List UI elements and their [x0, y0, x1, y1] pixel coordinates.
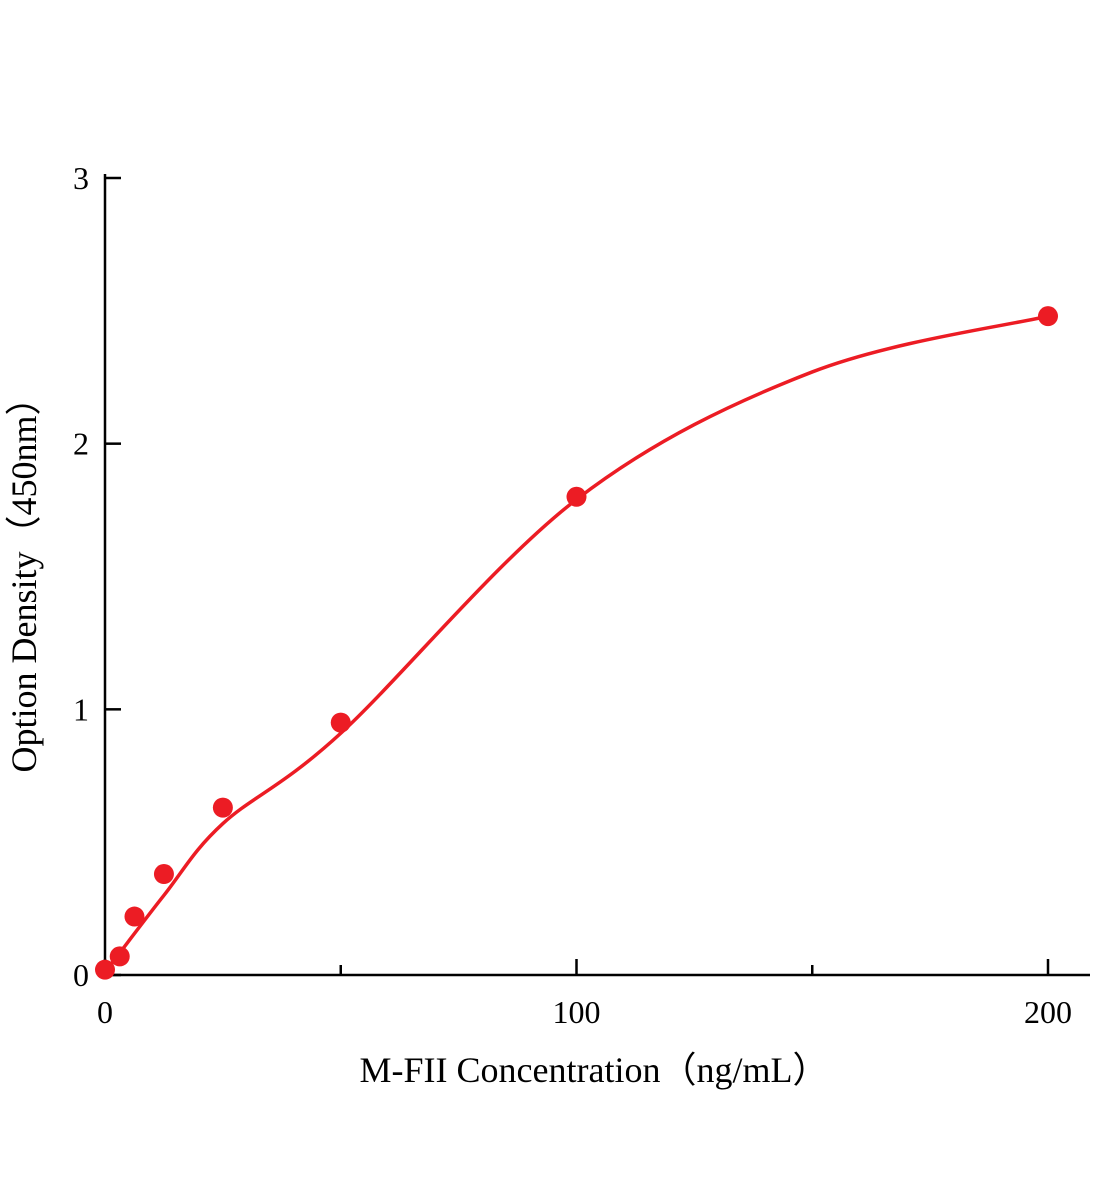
data-point — [109, 946, 130, 967]
data-point — [330, 712, 351, 733]
y-axis-title: Option Density（450nm） — [4, 380, 44, 773]
y-tick-label: 3 — [73, 160, 89, 196]
data-point — [566, 486, 587, 507]
x-axis-title: M-FII Concentration（ng/mL） — [360, 1050, 829, 1090]
x-tick-label: 0 — [97, 994, 113, 1030]
x-tick-label: 100 — [553, 994, 601, 1030]
data-point — [124, 906, 145, 927]
fit-curve — [103, 314, 1050, 975]
data-point — [95, 959, 115, 980]
y-tick-label: 1 — [73, 691, 89, 727]
plot-layer: 0 100 200 0 1 2 3 — [73, 160, 1090, 1030]
data-point — [1038, 306, 1058, 327]
y-tick-label: 0 — [73, 957, 89, 993]
y-tick-label: 2 — [73, 426, 89, 462]
x-tick-label: 200 — [1024, 994, 1072, 1030]
data-point — [153, 864, 174, 885]
data-point — [212, 797, 233, 818]
